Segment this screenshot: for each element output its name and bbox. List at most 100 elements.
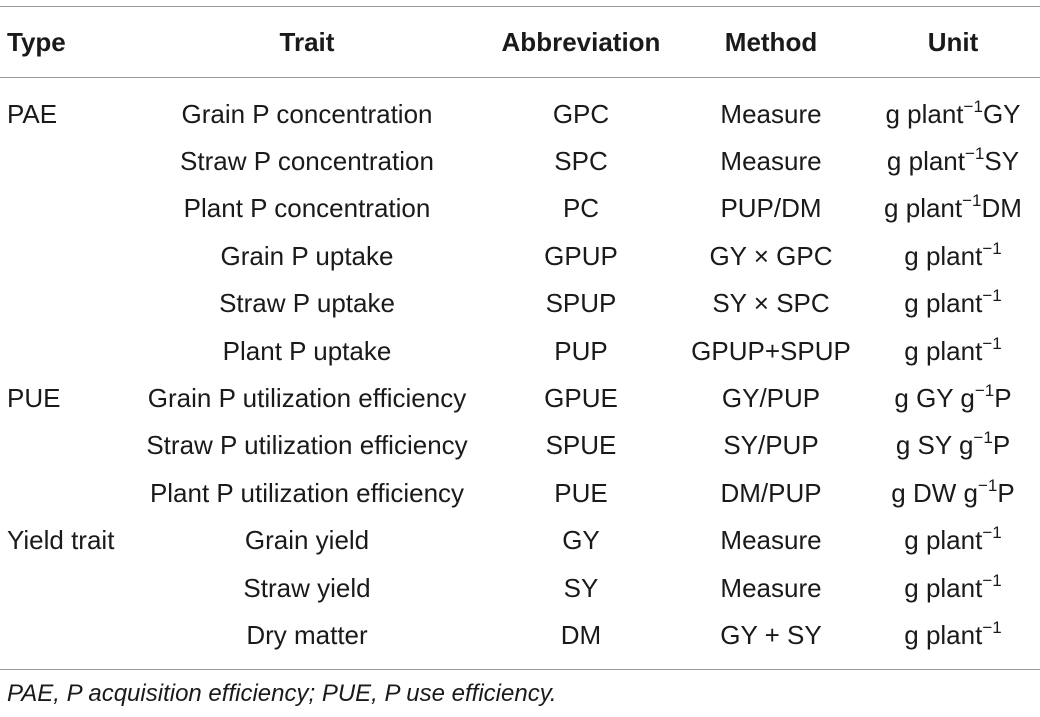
cell-unit: g plant−1GY	[866, 78, 1040, 137]
cell-type	[0, 564, 128, 611]
cell-method: Measure	[720, 146, 822, 177]
cell-method: SY/PUP	[723, 430, 819, 461]
cell-unit: g plant−1	[866, 611, 1040, 658]
unit-exponent: −1	[977, 475, 998, 495]
table-row: Plant P uptake PUP GPUP+SPUP g plant−1	[0, 327, 1040, 374]
header-type: Type	[7, 27, 66, 57]
cell-abbreviation: PUE	[554, 477, 608, 508]
cell-unit: g plant−1SY	[866, 137, 1040, 184]
cell-method: Measure	[720, 572, 822, 603]
cell-trait: Grain P concentration	[181, 98, 433, 129]
cell-method: SY × SPC	[712, 288, 830, 319]
cell-unit: g plant−1	[866, 280, 1040, 327]
unit-exponent: −1	[973, 428, 993, 448]
unit-exponent: −1	[982, 617, 1002, 637]
cell-type	[0, 280, 128, 327]
top-rule	[0, 6, 1040, 7]
unit-suffix: DM	[981, 193, 1022, 224]
cell-type	[0, 422, 128, 469]
cell-trait: Plant P uptake	[222, 335, 392, 366]
table-row: Plant P utilization efficiency PUE DM/PUP g…	[0, 469, 1040, 516]
cell-method: Measure	[720, 98, 822, 129]
table-row: Straw P utilization efficiency SPUE SY/PUP…	[0, 422, 1040, 469]
header-row: Type Trait Abbreviation Method Unit	[0, 7, 1040, 77]
unit-exponent: −1	[963, 96, 983, 116]
cell-unit: g plant−1	[866, 564, 1040, 611]
cell-trait: Grain P utilization efficiency	[147, 383, 467, 414]
header-unit: Unit	[927, 27, 979, 57]
cell-trait: Grain yield	[244, 525, 370, 556]
unit-exponent: −1	[982, 286, 1002, 306]
cell-abbreviation: PUP	[554, 335, 608, 366]
cell-type	[0, 327, 128, 374]
bottom-rule	[0, 668, 1040, 670]
header-abbreviation: Abbreviation	[501, 27, 661, 57]
cell-type: PUE	[7, 383, 61, 414]
cell-trait: Grain P uptake	[220, 240, 394, 271]
cell-unit: g plant−1	[866, 517, 1040, 564]
cell-type: PAE	[7, 98, 58, 129]
cell-type	[0, 185, 128, 232]
table-row: Straw yield SY Measure g plant−1	[0, 564, 1040, 611]
cell-abbreviation: SPUP	[545, 288, 617, 319]
cell-abbreviation: GY	[562, 525, 600, 556]
cell-abbreviation: GPUP	[544, 240, 618, 271]
cell-type	[0, 137, 128, 184]
header-rule	[0, 77, 1040, 78]
cell-unit: g GY g−1P	[866, 374, 1040, 421]
unit-suffix: P	[994, 383, 1012, 414]
cell-method: PUP/DM	[720, 193, 822, 224]
cell-trait: Straw yield	[243, 572, 371, 603]
unit-exponent: −1	[965, 144, 985, 164]
header-method: Method	[724, 27, 818, 57]
header-trait: Trait	[279, 27, 335, 57]
table-row: PAE Grain P concentration GPC Measure g plan…	[0, 78, 1040, 137]
unit-base: g plant	[904, 572, 983, 603]
unit-suffix: P	[992, 430, 1011, 461]
table-row: Straw P uptake SPUP SY × SPC g plant−1	[0, 280, 1040, 327]
cell-trait: Straw P uptake	[219, 288, 395, 319]
cell-abbreviation: PC	[562, 193, 600, 224]
unit-base: g plant	[884, 193, 963, 224]
table-footnote: PAE, P acquisition efficiency; PUE, P us…	[7, 680, 557, 707]
table-row: Grain P uptake GPUP GY × GPC g plant−1	[0, 232, 1040, 279]
unit-base: g plant	[885, 98, 964, 129]
unit-base: g GY g	[894, 383, 975, 414]
cell-type	[0, 611, 128, 658]
cell-abbreviation: SPUE	[545, 430, 617, 461]
unit-base: g SY g	[895, 430, 974, 461]
table-row: Straw P concentration SPC Measure g plant−1…	[0, 137, 1040, 184]
unit-base: g plant	[886, 146, 965, 177]
unit-base: g plant	[904, 525, 983, 556]
unit-suffix: SY	[984, 146, 1020, 177]
unit-base: g plant	[904, 288, 983, 319]
trait-table-container: Type Trait Abbreviation Method Unit PAE G…	[0, 6, 1040, 670]
cell-abbreviation: GPUE	[544, 383, 618, 414]
unit-exponent: −1	[982, 238, 1002, 258]
cell-abbreviation: DM	[560, 619, 602, 650]
cell-method: GY + SY	[720, 619, 822, 650]
unit-base: g plant	[904, 240, 983, 271]
cell-method: GPUP+SPUP	[691, 335, 851, 366]
cell-type: Yield trait	[7, 525, 115, 556]
table-row: Plant P concentration PC PUP/DM g plant−1DM	[0, 185, 1040, 232]
cell-unit: g plant−1	[866, 327, 1040, 374]
table-body: PAE Grain P concentration GPC Measure g plan…	[0, 78, 1040, 659]
table-row: Yield trait Grain yield GY Measure g plant−1	[0, 517, 1040, 564]
cell-method: DM/PUP	[720, 477, 822, 508]
cell-unit: g plant−1DM	[866, 185, 1040, 232]
unit-suffix: GY	[982, 98, 1021, 129]
cell-method: GY × GPC	[709, 240, 833, 271]
cell-abbreviation: GPC	[552, 98, 610, 129]
trait-table: Type Trait Abbreviation Method Unit	[0, 7, 1040, 77]
unit-base: g plant	[904, 335, 983, 366]
cell-unit: g SY g−1P	[866, 422, 1040, 469]
unit-suffix: P	[997, 477, 1015, 508]
unit-exponent: −1	[982, 523, 1002, 543]
cell-trait: Plant P concentration	[183, 193, 431, 224]
unit-exponent: −1	[962, 191, 982, 211]
cell-unit: g DW g−1P	[866, 469, 1040, 516]
cell-unit: g plant−1	[866, 232, 1040, 279]
cell-trait: Dry matter	[246, 619, 368, 650]
cell-abbreviation: SY	[563, 572, 599, 603]
